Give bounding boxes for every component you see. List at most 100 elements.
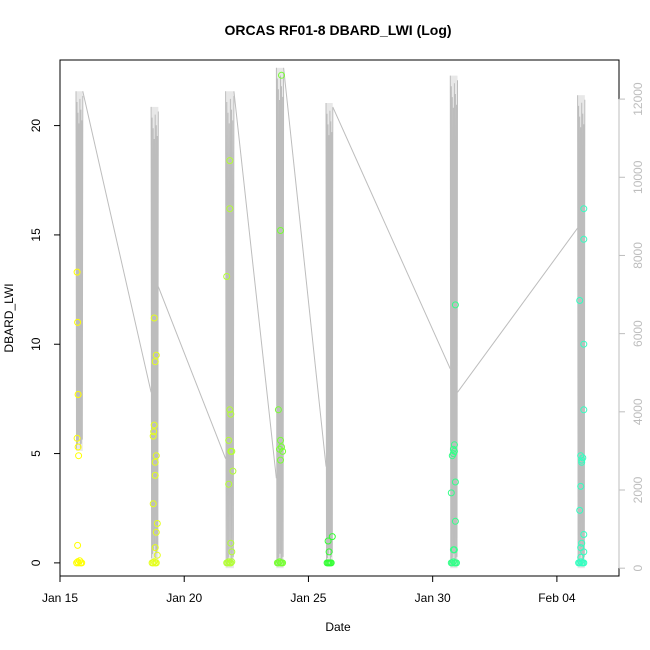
- y-tick-label: 20: [29, 119, 43, 133]
- data-point: [576, 506, 584, 514]
- data-point: [227, 559, 235, 567]
- x-axis: Jan 15 Jan 20 Jan 25 Jan 30 Feb 04: [42, 575, 576, 605]
- data-point: [152, 452, 160, 460]
- data-point: [449, 450, 457, 458]
- data-point: [74, 541, 82, 549]
- data-point: [149, 500, 157, 508]
- data-point: [73, 268, 81, 276]
- chart-title: ORCAS RF01-8 DBARD_LWI (Log): [224, 22, 451, 38]
- data-points: [73, 71, 588, 567]
- data-point: [274, 559, 282, 567]
- y-tick-label: 15: [29, 228, 43, 242]
- y-tick-label: 5: [29, 450, 43, 457]
- data-point: [152, 559, 160, 567]
- data-point: [152, 528, 160, 536]
- data-point: [226, 406, 234, 414]
- data-point: [580, 205, 588, 213]
- data-point: [277, 456, 284, 464]
- data-point: [74, 318, 82, 326]
- x-tick-label: Jan 20: [166, 591, 202, 605]
- y2-axis: 0 2000 4000 6000 8000 10000 12000: [618, 82, 645, 572]
- data-point: [325, 548, 333, 556]
- data-point: [580, 235, 588, 243]
- flight-trace: [275, 67, 285, 567]
- flight-connector: [332, 106, 451, 370]
- data-point: [226, 205, 234, 213]
- data-point: [279, 447, 287, 455]
- data-point: [227, 539, 235, 547]
- data-point: [150, 428, 158, 436]
- flight-band: [276, 67, 284, 569]
- data-point: [451, 517, 459, 525]
- data-point: [279, 559, 287, 567]
- data-point: [75, 452, 83, 460]
- flight-band: [577, 95, 585, 569]
- data-point: [447, 489, 455, 497]
- y-tick-label: 10: [29, 337, 43, 351]
- x-tick-label: Jan 30: [415, 591, 451, 605]
- flight-connector: [157, 286, 227, 459]
- data-point: [576, 297, 584, 304]
- data-point: [152, 351, 160, 359]
- data-point: [149, 559, 157, 567]
- x-tick-label: Feb 04: [538, 591, 576, 605]
- data-point: [153, 551, 161, 559]
- data-point: [229, 467, 237, 475]
- data-point: [278, 443, 285, 451]
- data-point: [327, 559, 335, 567]
- data-point: [580, 531, 588, 538]
- data-point: [228, 548, 236, 556]
- data-point: [150, 314, 158, 322]
- data-point: [151, 458, 159, 466]
- data-point: [223, 273, 231, 280]
- data-point: [450, 546, 458, 554]
- y2-tick-label: 8000: [631, 242, 645, 269]
- y2-tick-label: 0: [631, 565, 645, 572]
- data-point: [228, 558, 236, 566]
- data-point: [150, 421, 158, 429]
- data-point: [225, 480, 233, 488]
- x-tick-label: Jan 25: [290, 591, 326, 605]
- data-point: [577, 452, 585, 460]
- data-point: [580, 406, 588, 414]
- y2-tick-label: 12000: [631, 82, 645, 116]
- data-point: [580, 559, 588, 567]
- data-point: [226, 157, 234, 165]
- data-point: [278, 71, 285, 79]
- flight-connector: [233, 91, 277, 479]
- data-point: [151, 544, 159, 552]
- data-point: [277, 227, 284, 234]
- x-tick-label: Jan 15: [42, 591, 78, 605]
- flight-lines: [75, 67, 586, 569]
- data-point: [74, 391, 82, 398]
- y-axis-title: DBARD_LWI: [2, 283, 16, 352]
- data-point: [224, 559, 232, 567]
- data-point: [577, 553, 585, 561]
- data-point: [151, 471, 159, 479]
- data-point: [577, 482, 585, 490]
- data-point: [451, 478, 459, 486]
- flight-band: [450, 75, 458, 569]
- data-point: [453, 559, 460, 567]
- data-point: [578, 456, 586, 464]
- data-point: [74, 443, 82, 451]
- flight-trace: [150, 106, 159, 559]
- data-point: [149, 432, 157, 440]
- flight-band: [151, 106, 159, 561]
- flight-trace: [325, 102, 334, 563]
- flight-connector: [82, 91, 152, 393]
- data-point: [580, 548, 588, 556]
- data-point: [328, 533, 336, 541]
- data-point: [451, 301, 459, 309]
- y2-tick-label: 6000: [631, 320, 645, 347]
- data-point: [578, 458, 586, 466]
- flight-connector: [283, 67, 327, 467]
- data-point: [151, 358, 159, 366]
- flight-band: [326, 103, 333, 565]
- y2-tick-label: 10000: [631, 160, 645, 194]
- data-point: [274, 406, 282, 414]
- flight-trace: [449, 75, 458, 567]
- y-axis: 0 5 10 15 20: [29, 119, 61, 566]
- data-point: [580, 340, 588, 348]
